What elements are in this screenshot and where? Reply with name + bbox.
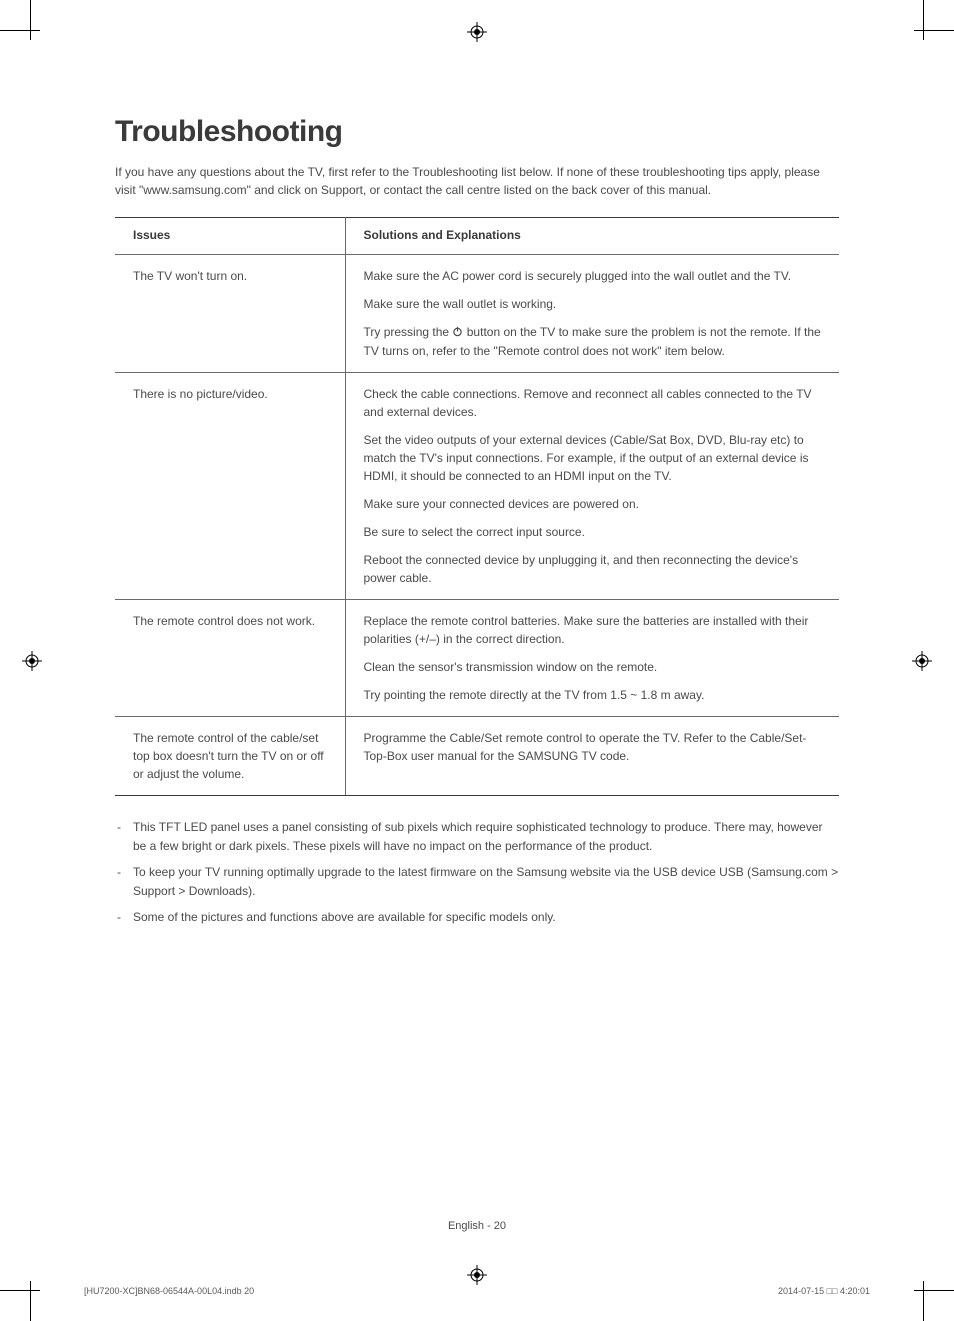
solution-text: Replace the remote control batteries. Ma… [364, 612, 822, 648]
solution-cell: Make sure the AC power cord is securely … [345, 255, 839, 373]
solution-text: Try pointing the remote directly at the … [364, 686, 822, 704]
issue-cell: The remote control does not work. [115, 600, 345, 717]
solution-text: Reboot the connected device by unpluggin… [364, 551, 822, 587]
note-item: Some of the pictures and functions above… [115, 908, 839, 927]
solution-text: Make sure the wall outlet is working. [364, 295, 822, 313]
crop-mark [30, 0, 31, 40]
page-title: Troubleshooting [115, 115, 839, 149]
solution-text: Try pressing the button on the TV to mak… [364, 323, 822, 360]
crop-mark [0, 1290, 40, 1291]
solution-cell: Programme the Cable/Set remote control t… [345, 717, 839, 796]
solution-text: Set the video outputs of your external d… [364, 431, 822, 485]
solution-text: Make sure the AC power cord is securely … [364, 267, 822, 285]
table-row: The remote control of the cable/set top … [115, 717, 839, 796]
page-content: Troubleshooting If you have any question… [115, 115, 839, 935]
issue-cell: The TV won't turn on. [115, 255, 345, 373]
crop-mark [30, 1281, 31, 1321]
table-row: The TV won't turn on. Make sure the AC p… [115, 255, 839, 373]
intro-paragraph: If you have any questions about the TV, … [115, 163, 839, 199]
crop-mark [0, 30, 40, 31]
note-item: To keep your TV running optimally upgrad… [115, 863, 839, 900]
registration-mark-icon [467, 22, 487, 42]
table-header-solutions: Solutions and Explanations [345, 218, 839, 255]
crop-mark [923, 0, 924, 40]
solution-text: Clean the sensor's transmission window o… [364, 658, 822, 676]
registration-mark-icon [22, 651, 42, 671]
crop-mark [914, 1290, 954, 1291]
registration-mark-icon [467, 1265, 487, 1285]
power-icon [452, 324, 463, 342]
solution-text: Make sure your connected devices are pow… [364, 495, 822, 513]
notes-list: This TFT LED panel uses a panel consisti… [115, 818, 839, 927]
solution-text: Programme the Cable/Set remote control t… [364, 729, 822, 765]
solution-text-part: Try pressing the [364, 325, 453, 339]
footer-page-number: English - 20 [0, 1220, 954, 1232]
table-header-issues: Issues [115, 218, 345, 255]
crop-mark [914, 30, 954, 31]
troubleshooting-table: Issues Solutions and Explanations The TV… [115, 217, 839, 796]
footer-file-info: [HU7200-XC]BN68-06544A-00L04.indb 20 [84, 1286, 254, 1296]
registration-mark-icon [912, 651, 932, 671]
issue-cell: There is no picture/video. [115, 373, 345, 600]
solution-text: Be sure to select the correct input sour… [364, 523, 822, 541]
solution-cell: Check the cable connections. Remove and … [345, 373, 839, 600]
table-row: The remote control does not work. Replac… [115, 600, 839, 717]
solution-cell: Replace the remote control batteries. Ma… [345, 600, 839, 717]
footer-timestamp: 2014-07-15 □□ 4:20:01 [778, 1286, 870, 1296]
solution-text: Check the cable connections. Remove and … [364, 385, 822, 421]
table-row: There is no picture/video. Check the cab… [115, 373, 839, 600]
issue-cell: The remote control of the cable/set top … [115, 717, 345, 796]
note-item: This TFT LED panel uses a panel consisti… [115, 818, 839, 855]
crop-mark [923, 1281, 924, 1321]
